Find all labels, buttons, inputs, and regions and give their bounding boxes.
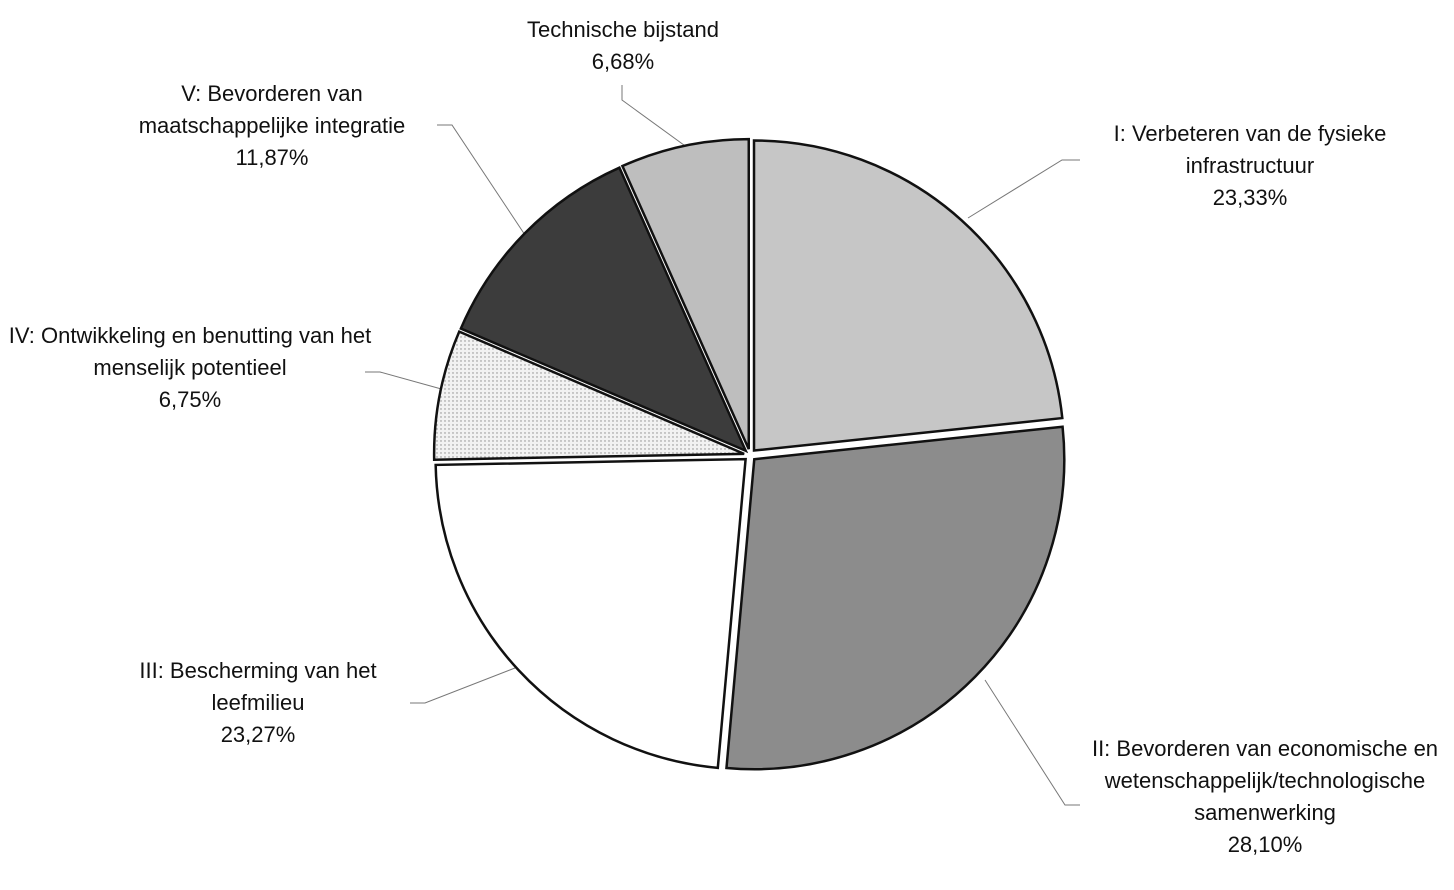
slice-label: V: Bevorderen van maatschappelijke integ…: [102, 78, 442, 174]
value-label: 11,87%: [235, 145, 309, 170]
slice-label: III: Bescherming van het leefmilieu 23,27…: [98, 655, 418, 751]
value-label: 6,75%: [158, 387, 222, 412]
slice-label: Technische bijstand 6,68%: [493, 14, 753, 78]
leader-line: [410, 667, 516, 704]
category-label: Technische bijstand: [526, 17, 719, 42]
leader-lines: [365, 85, 1080, 806]
category-label: III: Bescherming van het leefmilieu: [139, 658, 377, 715]
value-label: 23,27%: [220, 722, 296, 747]
pie-slice: [725, 425, 1066, 771]
slice-label: IV: Ontwikkeling en benutting van het me…: [0, 320, 380, 416]
category-label: IV: Ontwikkeling en benutting van het me…: [8, 323, 372, 380]
leader-line: [984, 679, 1080, 806]
leader-line: [967, 159, 1080, 219]
category-label: I: Verbeteren van de fysieke infrastruct…: [1113, 121, 1387, 178]
leader-line: [437, 124, 526, 236]
value-label: 23,33%: [1212, 185, 1288, 210]
slice-label: II: Bevorderen van economische en wetens…: [1080, 733, 1450, 861]
category-label: V: Bevorderen van maatschappelijke integ…: [138, 81, 406, 138]
value-label: 6,68%: [591, 49, 655, 74]
pie-slice: [434, 457, 747, 770]
value-label: 28,10%: [1227, 832, 1303, 857]
pie-slice: [752, 139, 1064, 452]
category-label: II: Bevorderen van economische en wetens…: [1091, 736, 1439, 825]
pie-slice: [459, 166, 749, 454]
leader-line: [621, 85, 689, 149]
pie-slice: [620, 137, 750, 450]
slice-label: I: Verbeteren van de fysieke infrastruct…: [1080, 118, 1420, 214]
leader-line: [365, 371, 446, 391]
pie-slice: [432, 329, 745, 461]
